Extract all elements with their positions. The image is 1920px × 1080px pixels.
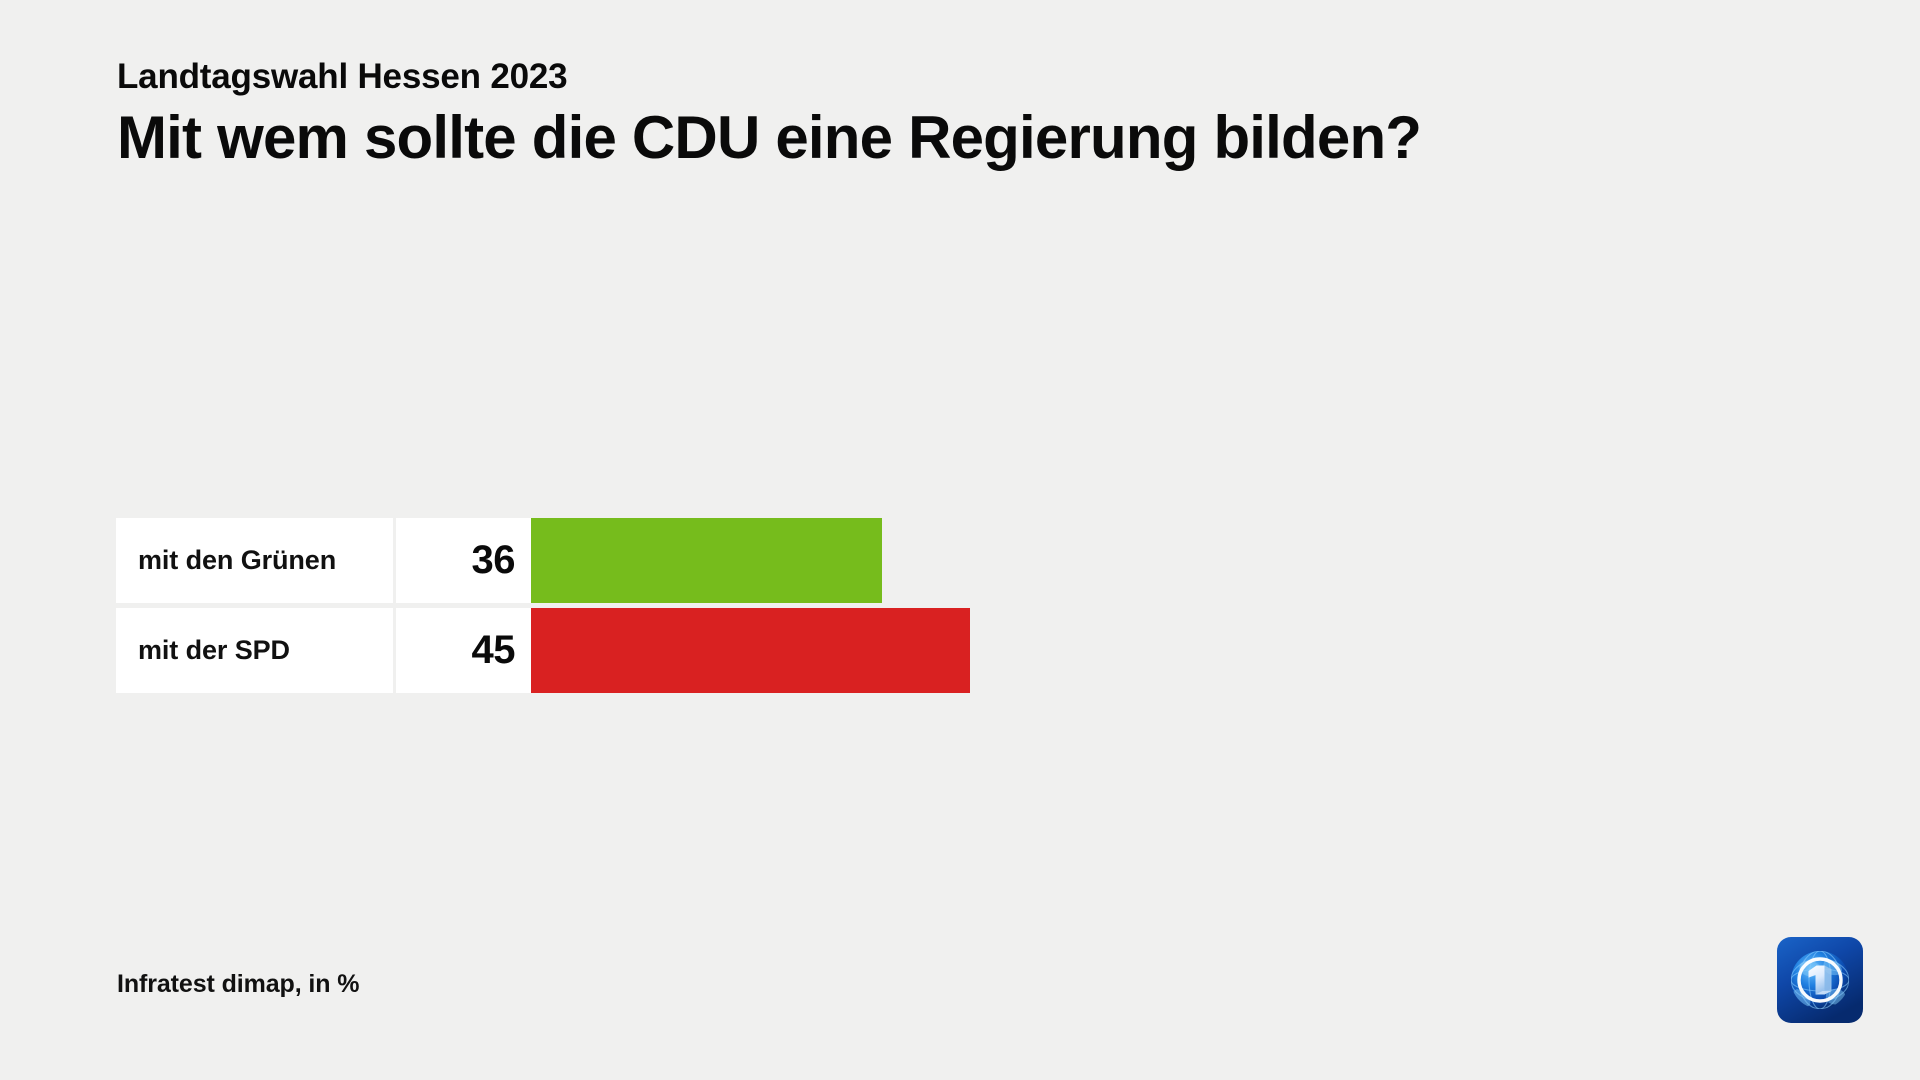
ard-logo-icon bbox=[1777, 937, 1863, 1023]
page-title: Mit wem sollte die CDU eine Regierung bi… bbox=[117, 103, 1422, 171]
table-row: mit den Grünen 36 bbox=[116, 518, 1816, 603]
bar-spd bbox=[531, 608, 970, 693]
bar-track bbox=[531, 518, 1816, 603]
row-label: mit der SPD bbox=[116, 608, 393, 693]
row-label: mit den Grünen bbox=[116, 518, 393, 603]
bar-gruene bbox=[531, 518, 882, 603]
header: Landtagswahl Hessen 2023 Mit wem sollte … bbox=[117, 57, 1817, 171]
row-value: 45 bbox=[396, 608, 531, 693]
cell-divider bbox=[393, 608, 396, 693]
table-row: mit der SPD 45 bbox=[116, 608, 1816, 693]
bar-chart: mit den Grünen 36 mit der SPD 45 bbox=[116, 518, 1816, 693]
kicker-text: Landtagswahl Hessen 2023 bbox=[117, 57, 568, 96]
source-note: Infratest dimap, in % bbox=[117, 970, 360, 998]
bar-track bbox=[531, 608, 1816, 693]
ard-das-erste-logo bbox=[1775, 935, 1865, 1025]
cell-divider bbox=[393, 518, 396, 603]
row-value: 36 bbox=[396, 518, 531, 603]
